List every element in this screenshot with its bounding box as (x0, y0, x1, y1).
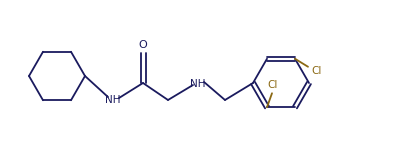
Text: Cl: Cl (268, 80, 278, 90)
Text: NH: NH (105, 95, 121, 105)
Text: O: O (139, 40, 147, 50)
Text: NH: NH (190, 79, 206, 89)
Text: Cl: Cl (312, 66, 322, 76)
